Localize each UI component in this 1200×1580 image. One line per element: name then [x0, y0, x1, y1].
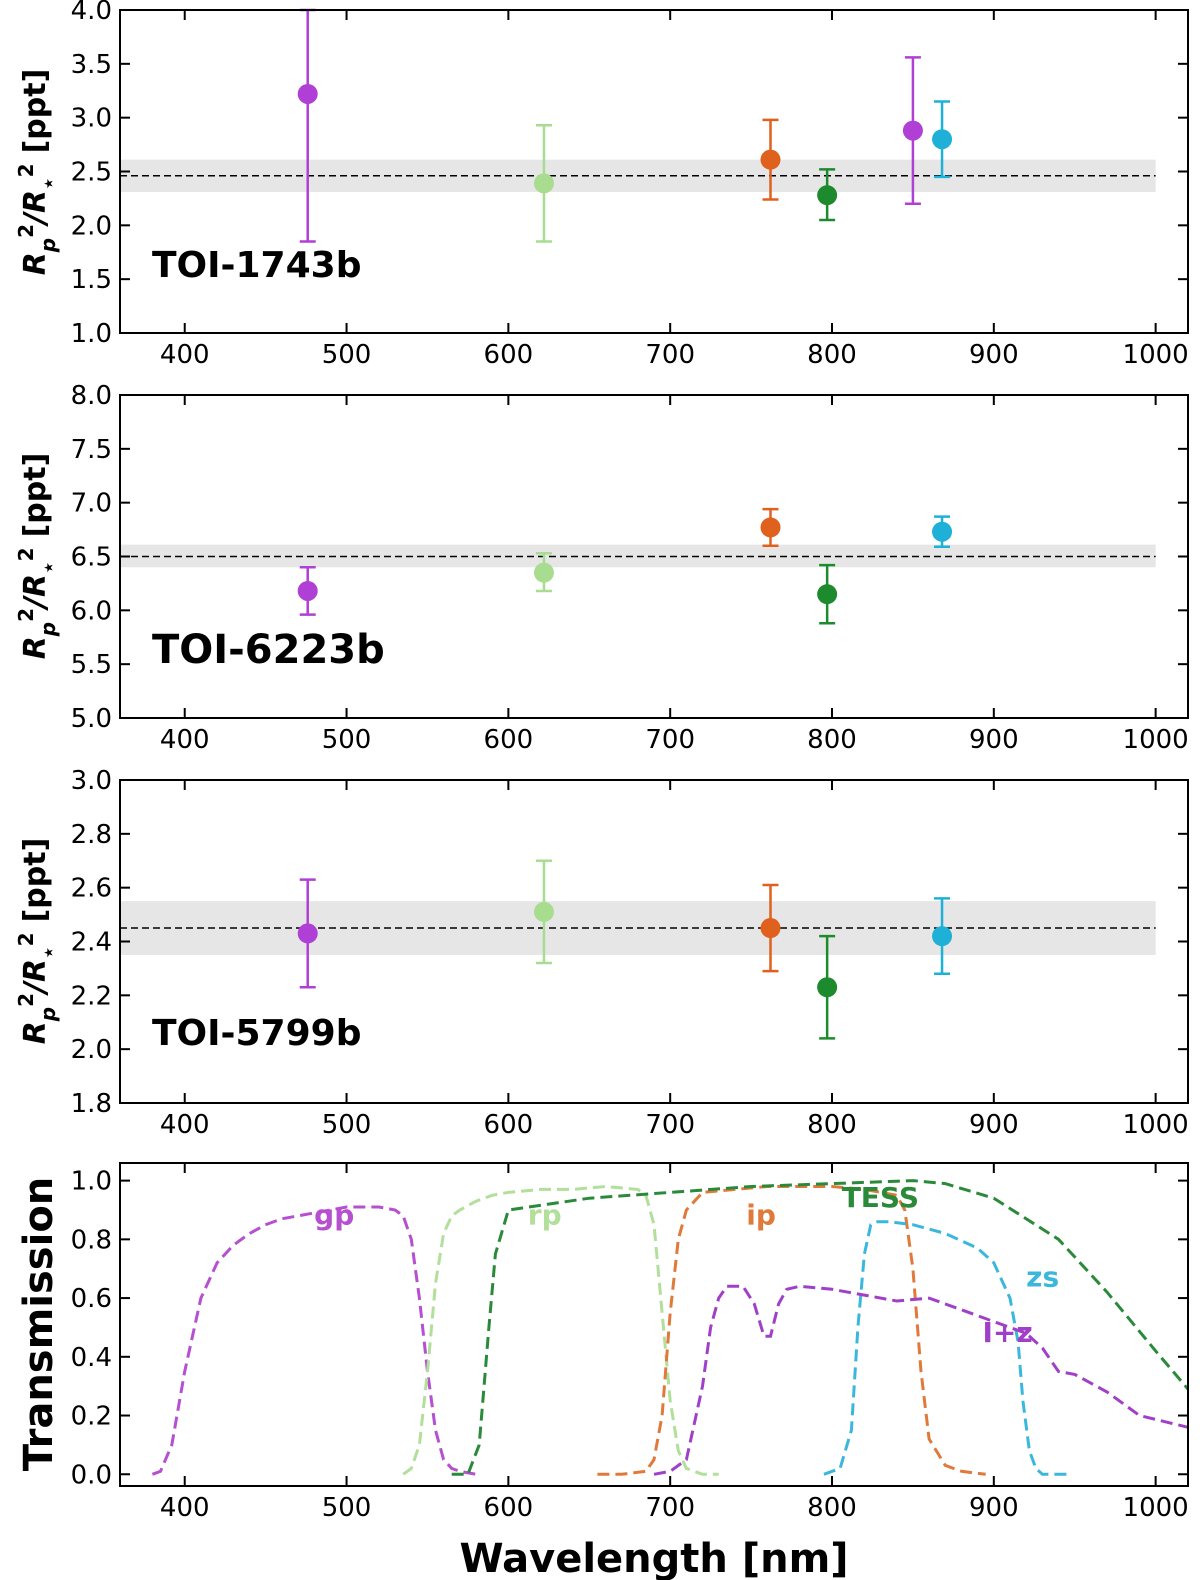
x-axis-label: Wavelength [nm]	[459, 1536, 848, 1580]
y-tick-label: 0.8	[71, 1225, 112, 1255]
x-tick-label: 700	[645, 1110, 695, 1140]
y-tick-label: 2.8	[71, 820, 112, 850]
y-tick-label: 6.5	[71, 543, 112, 573]
transmission-curve	[653, 1284, 1189, 1476]
x-tick-label: 500	[322, 340, 372, 370]
planet-label: TOI-1743b	[152, 245, 361, 286]
y-tick-label: 2.6	[71, 874, 112, 904]
y-tick-label: 7.0	[71, 489, 112, 519]
data-point	[817, 977, 838, 998]
y-tick-label: 7.5	[71, 435, 112, 465]
axes-frame	[119, 9, 1189, 334]
x-tick-label: 1000	[1123, 725, 1189, 755]
y-axis-label: Rp2/R⋆2[ppt]	[14, 69, 60, 276]
x-tick-label: 800	[807, 1493, 857, 1523]
x-tick-label: 500	[322, 725, 372, 755]
data-point	[760, 517, 781, 538]
x-tick-label: 900	[969, 1493, 1019, 1523]
panel-toi-1743b: 400 500 600 700 800 900 1000 1.0 1.5 2.0 2.5 3.0 3.5…	[14, 0, 1189, 370]
y-tick-label: 6.0	[71, 596, 112, 626]
data-point	[297, 580, 318, 601]
y-tick-label: 2.4	[71, 928, 112, 958]
panel-transmission: 400 500 600 700 800 900 1000 0.0 0.2 0.4 0.6 0.8 1.0…	[16, 1162, 1190, 1580]
x-tick-label: 1000	[1123, 1110, 1189, 1140]
y-tick-label: 2.2	[71, 981, 112, 1011]
data-point	[533, 173, 554, 194]
y-tick-label: 2.0	[71, 211, 112, 241]
transmission-curve	[823, 1220, 1067, 1476]
data-point	[533, 562, 554, 583]
x-tick-label: 600	[484, 1110, 534, 1140]
planet-label: TOI-6223b	[152, 627, 385, 673]
y-tick-label: 2.5	[71, 158, 112, 188]
x-tick-label: 600	[484, 340, 534, 370]
x-tick-label: 1000	[1123, 340, 1189, 370]
data-point	[932, 926, 953, 947]
x-tick-label: 700	[645, 340, 695, 370]
filter-label: gp	[314, 1199, 354, 1232]
y-axis-label: Rp2/R⋆2[ppt]	[14, 838, 60, 1045]
y-tick-label: 5.0	[71, 704, 112, 734]
data-point	[902, 120, 923, 141]
data-point	[817, 584, 838, 605]
x-tick-label: 500	[322, 1493, 372, 1523]
data-point	[932, 129, 953, 150]
x-tick-label: 700	[645, 725, 695, 755]
y-axis-label: Rp2/R⋆2[ppt]	[14, 453, 60, 660]
x-tick-label: 800	[807, 340, 857, 370]
x-tick-label: 400	[160, 340, 210, 370]
filter-label: ip	[746, 1199, 776, 1232]
x-tick-label: 900	[969, 340, 1019, 370]
data-point	[932, 521, 953, 542]
y-tick-label: 3.0	[71, 104, 112, 134]
x-tick-label: 600	[484, 1493, 534, 1523]
y-tick-label: 1.0	[71, 319, 112, 349]
x-tick-label: 700	[645, 1493, 695, 1523]
x-tick-label: 500	[322, 1110, 372, 1140]
transmission-curve	[151, 1205, 477, 1476]
panel-toi-5799b: 400 500 600 700 800 900 1000 1.8 2.0 2.2 2.4 2.6 2.8…	[14, 766, 1189, 1140]
x-tick-label: 400	[160, 725, 210, 755]
y-tick-label: 2.0	[71, 1035, 112, 1065]
y-tick-label: 0.2	[71, 1402, 112, 1432]
data-point	[297, 83, 318, 104]
y-tick-label: 1.0	[71, 1167, 112, 1197]
data-point	[760, 918, 781, 939]
transmission-curve	[402, 1184, 719, 1476]
y-tick-label: 5.5	[71, 650, 112, 680]
data-point	[817, 185, 838, 206]
y-tick-label: 1.8	[71, 1089, 112, 1119]
filter-label: TESS	[842, 1181, 919, 1214]
panel-toi-6223b: 400 500 600 700 800 900 1000 5.0 5.5 6.0 6.5 7.0 7.5…	[14, 381, 1189, 755]
x-tick-label: 1000	[1123, 1493, 1189, 1523]
planet-label: TOI-5799b	[152, 1013, 361, 1054]
axes-frame	[119, 394, 1189, 719]
y-tick-label: 0.0	[71, 1460, 112, 1490]
transmission-curve	[451, 1179, 1190, 1476]
x-tick-label: 400	[160, 1493, 210, 1523]
data-point	[533, 901, 554, 922]
y-tick-label: 0.6	[71, 1284, 112, 1314]
filter-label: I+z	[982, 1316, 1032, 1349]
x-tick-label: 900	[969, 1110, 1019, 1140]
x-tick-label: 400	[160, 1110, 210, 1140]
y-tick-label: 3.0	[71, 766, 112, 796]
y-tick-label: 1.5	[71, 265, 112, 295]
x-tick-label: 900	[969, 725, 1019, 755]
y-axis-label: Transmission	[16, 1177, 62, 1472]
x-tick-label: 800	[807, 1110, 857, 1140]
filter-label: zs	[1026, 1260, 1059, 1293]
data-point	[760, 149, 781, 170]
y-tick-label: 4.0	[71, 0, 112, 26]
y-tick-label: 0.4	[71, 1343, 112, 1373]
axes-frame	[119, 779, 1189, 1104]
data-point	[297, 923, 318, 944]
x-tick-label: 800	[807, 725, 857, 755]
y-tick-label: 3.5	[71, 50, 112, 80]
x-tick-label: 600	[484, 725, 534, 755]
axes-frame	[119, 1162, 1189, 1487]
y-tick-label: 8.0	[71, 381, 112, 411]
